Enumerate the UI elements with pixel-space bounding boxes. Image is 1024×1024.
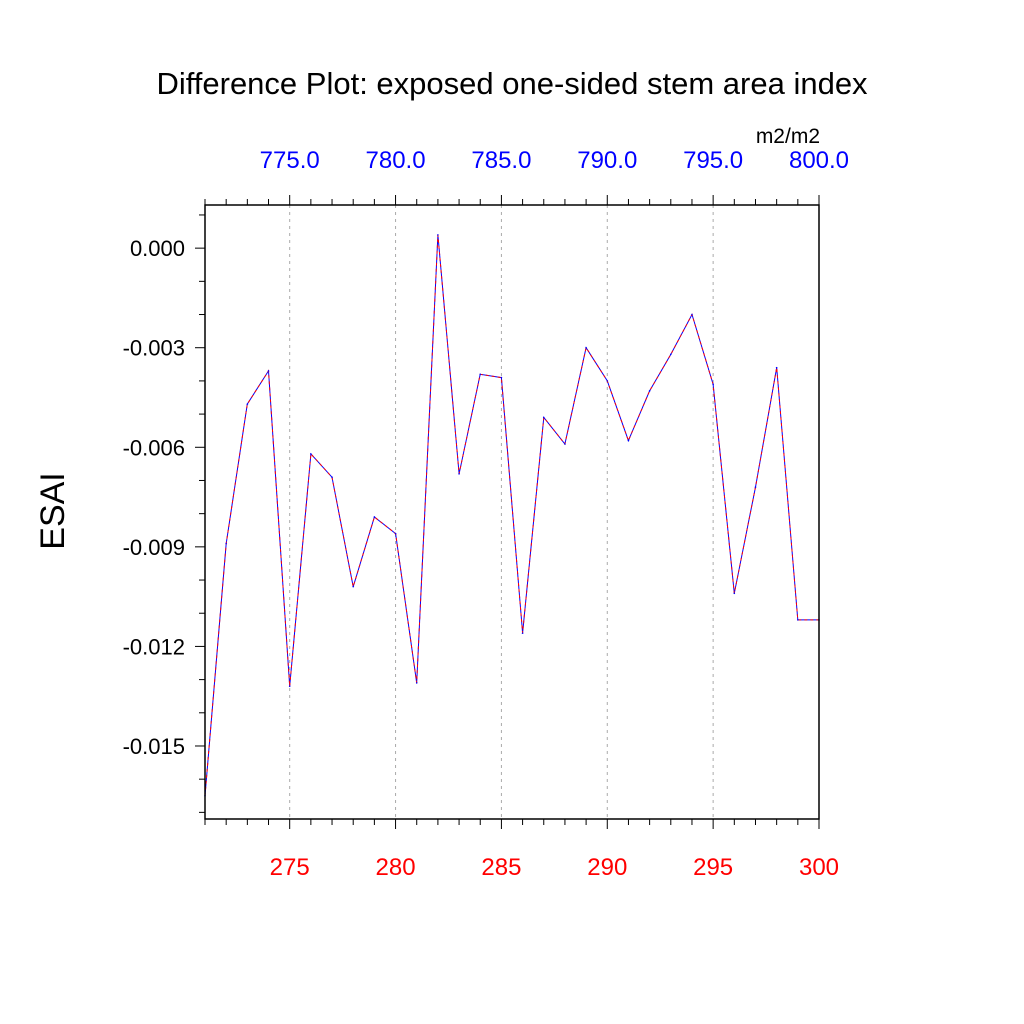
data-point <box>246 403 249 405</box>
x-tick-label: 275 <box>270 854 310 881</box>
top-axis-tick-label: 800.0 <box>789 147 849 174</box>
data-point <box>606 380 609 382</box>
top-axis-tick-label: 775.0 <box>260 147 320 174</box>
data-point <box>267 370 270 372</box>
data-point <box>669 353 672 356</box>
x-tick-label: 290 <box>587 854 627 881</box>
data-point <box>648 390 651 392</box>
data-point <box>775 366 778 369</box>
top-axis-tick-label: 790.0 <box>577 147 637 174</box>
x-tick-label: 285 <box>481 854 521 881</box>
data-point <box>225 542 227 545</box>
data-point <box>373 516 376 518</box>
y-tick-label: -0.006 <box>123 435 185 460</box>
x-tick-label: 300 <box>799 854 839 881</box>
data-point <box>437 234 439 236</box>
y-tick-label: -0.015 <box>123 734 185 759</box>
grid-lines <box>289 205 714 819</box>
series-line-blue <box>204 234 819 796</box>
tick-labels: 275 280 285 290 295 300 775.0 780.0 785.0 790.0 79… <box>123 147 849 881</box>
data-point <box>331 476 333 478</box>
top-axis-tick-label: 795.0 <box>683 147 743 174</box>
data-point <box>310 453 312 455</box>
data-point <box>733 592 736 595</box>
data-point <box>564 443 566 445</box>
data-point <box>627 439 630 442</box>
data-point <box>479 373 482 376</box>
y-tick-label: -0.009 <box>123 535 185 560</box>
top-axis-tick-label: 785.0 <box>471 147 531 174</box>
x-tick-label: 295 <box>693 854 733 881</box>
plot-frame <box>204 204 820 820</box>
data-point <box>691 313 693 316</box>
data-point <box>542 416 545 419</box>
y-tick-label: -0.012 <box>123 634 185 659</box>
chart-title: Difference Plot: exposed one-sided stem … <box>156 66 868 101</box>
data-point <box>415 682 418 684</box>
y-tick-label: -0.003 <box>123 336 185 361</box>
data-point <box>521 632 524 634</box>
top-axis-tick-label: 780.0 <box>366 147 426 174</box>
data-point <box>585 346 587 349</box>
data-point <box>288 685 291 688</box>
x-tick-label: 280 <box>376 854 416 881</box>
series-line-red <box>204 234 819 796</box>
data-point <box>754 486 757 488</box>
units-label: m2/m2 <box>756 125 820 148</box>
data-point <box>797 619 799 621</box>
data-point <box>712 383 714 386</box>
tick-marks <box>195 195 820 829</box>
data-point <box>458 473 460 475</box>
series-group <box>204 234 820 797</box>
y-tick-label: 0.000 <box>130 236 185 261</box>
data-point <box>394 532 397 535</box>
y-axis-label: ESAI <box>34 472 72 549</box>
data-point <box>352 585 355 588</box>
data-point <box>500 376 503 379</box>
